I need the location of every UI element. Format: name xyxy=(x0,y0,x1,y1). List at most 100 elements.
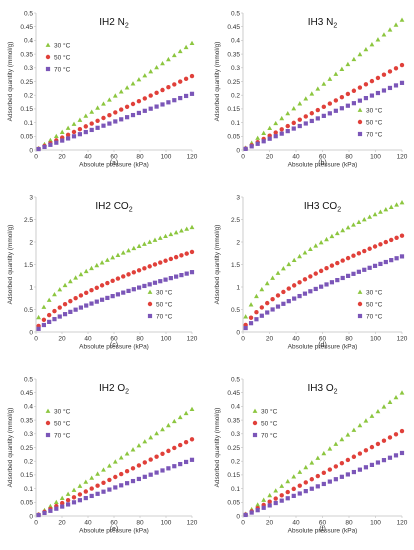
data-point xyxy=(387,27,393,32)
data-point xyxy=(399,428,405,434)
y-tick-label: 0.1 xyxy=(231,120,240,127)
data-point xyxy=(339,106,344,111)
data-point xyxy=(372,211,378,217)
y-tick-label: 0 xyxy=(236,513,240,520)
data-point xyxy=(36,326,41,331)
data-point xyxy=(179,273,184,278)
data-point xyxy=(107,112,112,118)
data-point xyxy=(178,79,183,84)
data-point xyxy=(327,446,333,451)
data-point xyxy=(345,457,351,463)
data-point xyxy=(57,305,62,310)
data-point xyxy=(183,44,189,50)
data-point xyxy=(351,88,357,93)
y-tick-label: 0.4 xyxy=(231,38,240,45)
data-point xyxy=(303,464,309,470)
data-point xyxy=(110,255,116,260)
data-point xyxy=(60,504,65,509)
data-point xyxy=(154,470,159,475)
legend-marker xyxy=(357,313,363,319)
data-point xyxy=(130,447,136,452)
y-tick-label: 0.05 xyxy=(20,134,33,141)
data-point xyxy=(189,457,195,462)
data-point xyxy=(329,233,335,239)
data-point xyxy=(152,262,158,267)
data-point xyxy=(166,422,171,428)
data-point xyxy=(399,62,405,68)
data-point xyxy=(345,91,351,97)
data-point xyxy=(160,60,165,66)
data-point xyxy=(399,233,405,238)
legend-label: 30 °C xyxy=(156,288,173,296)
data-point xyxy=(357,85,363,90)
y-tick-label: 0.25 xyxy=(20,445,33,452)
data-point xyxy=(357,451,363,456)
data-point xyxy=(68,298,73,304)
data-point xyxy=(101,467,106,472)
data-point xyxy=(142,460,147,465)
x-tick-label: 0 xyxy=(34,520,38,527)
data-point xyxy=(110,294,115,299)
x-tick-label: 60 xyxy=(319,520,327,527)
data-point xyxy=(105,280,110,286)
data-point xyxy=(286,261,292,267)
data-point xyxy=(297,491,302,496)
data-point xyxy=(148,106,153,111)
data-point xyxy=(62,282,68,288)
data-point xyxy=(99,283,105,288)
data-point xyxy=(59,495,65,500)
data-point xyxy=(339,460,345,466)
data-point xyxy=(303,480,308,485)
data-point xyxy=(375,90,381,96)
legend-marker xyxy=(45,432,51,438)
data-point xyxy=(115,252,121,257)
legend: 30 °C 50 °C 70 °C xyxy=(45,407,71,439)
y-axis-label: Adsorbed quantity (mmol/g) xyxy=(214,225,221,305)
legend-marker xyxy=(45,42,51,47)
data-point xyxy=(59,129,65,134)
y-tick-label: 0.5 xyxy=(24,376,33,383)
y-tick-label: 0.45 xyxy=(227,390,240,397)
data-point xyxy=(104,257,110,262)
data-point xyxy=(184,271,189,276)
data-point xyxy=(66,502,71,507)
data-point xyxy=(339,94,345,100)
data-point xyxy=(302,291,308,296)
x-tick-label: 0 xyxy=(241,154,245,161)
data-point xyxy=(297,101,303,106)
x-tick-label: 80 xyxy=(345,520,353,527)
data-point xyxy=(118,89,124,94)
data-point xyxy=(77,483,83,488)
data-point xyxy=(261,139,266,144)
data-point xyxy=(112,459,118,464)
data-point xyxy=(383,239,389,245)
data-point xyxy=(126,288,131,294)
data-point xyxy=(71,121,77,126)
data-point xyxy=(399,390,405,395)
data-point xyxy=(119,471,124,477)
x-tick-label: 40 xyxy=(292,336,300,343)
data-point xyxy=(160,468,165,473)
data-point xyxy=(89,109,95,114)
data-point xyxy=(119,117,124,122)
data-point xyxy=(126,248,131,253)
data-point xyxy=(389,237,394,243)
y-tick-label: 0.05 xyxy=(227,500,240,507)
data-point xyxy=(259,313,264,318)
data-point xyxy=(308,289,313,294)
data-point xyxy=(160,451,165,456)
x-tick-label: 80 xyxy=(345,336,353,343)
data-point xyxy=(136,99,142,104)
series-30c xyxy=(36,406,195,517)
data-point xyxy=(77,117,83,122)
data-point xyxy=(280,266,286,271)
data-point xyxy=(303,114,308,119)
data-point xyxy=(171,52,177,58)
x-tick-label: 0 xyxy=(34,336,38,343)
data-point xyxy=(183,439,189,445)
chart-panel-e: 0 0.05 0.1 0.15 0.2 0.25 0.3 0.35 0.4 0.45 0.5 0 20 4… xyxy=(7,376,198,534)
data-point xyxy=(324,236,329,242)
legend-marker xyxy=(45,66,51,72)
data-point xyxy=(259,305,265,310)
x-tick-label: 60 xyxy=(110,520,118,527)
